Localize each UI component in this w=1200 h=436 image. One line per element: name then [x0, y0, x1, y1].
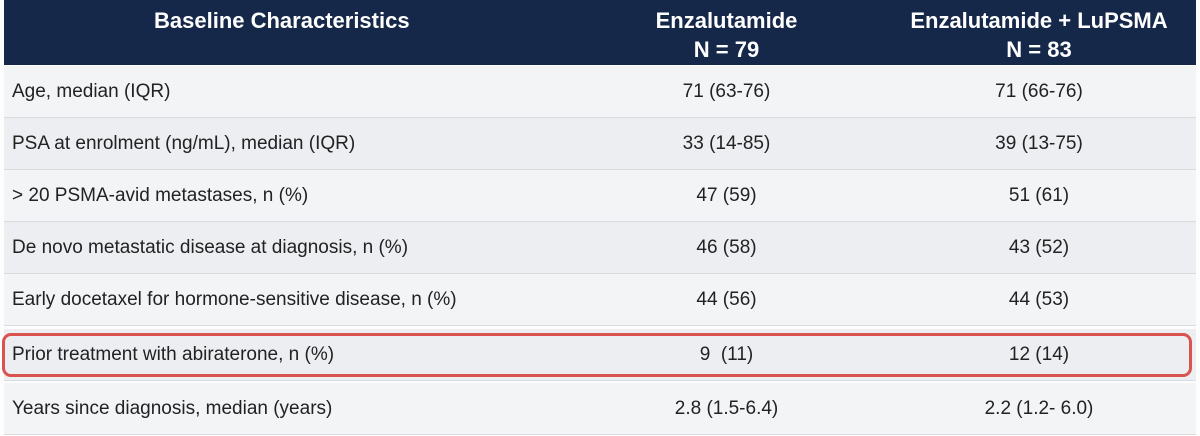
header-enzalutamide-lupsma: Enzalutamide + LuPSMA N = 83 [910, 8, 1168, 62]
table-row: Age, median (IQR) 71 (63-76) 71 (66-76) [4, 66, 1196, 118]
combo-value: 44 (53) [1008, 289, 1070, 310]
combo-value: 71 (66-76) [995, 81, 1083, 102]
row-label: Prior treatment with abiraterone, n (%) [12, 344, 335, 365]
table-row: > 20 PSMA-avid metastases, n (%) 47 (59)… [4, 170, 1196, 222]
row-label: Years since diagnosis, median (years) [12, 398, 333, 419]
enzalutamide-value: 71 (63-76) [682, 81, 771, 102]
combo-value: 43 (52) [1008, 237, 1070, 258]
row-label: > 20 PSMA-avid metastases, n (%) [12, 185, 309, 206]
enzalutamide-value: 47 (59) [696, 185, 757, 206]
combo-value: 2.2 (1.2- 6.0) [984, 398, 1094, 419]
table-row: De novo metastatic disease at diagnosis,… [4, 222, 1196, 274]
enzalutamide-value: 9 (11) [699, 344, 754, 365]
enzalutamide-value: 33 (14-85) [682, 133, 771, 154]
table-row: PSA at enrolment (ng/mL), median (IQR) 3… [4, 118, 1196, 170]
table-row-highlighted: Prior treatment with abiraterone, n (%) … [4, 329, 1196, 381]
row-label: PSA at enrolment (ng/mL), median (IQR) [12, 133, 356, 154]
row-label: Age, median (IQR) [12, 81, 171, 102]
enzalutamide-value: 2.8 (1.5-6.4) [674, 398, 779, 419]
combo-value: 39 (13-75) [995, 133, 1083, 154]
table-header: Baseline Characteristics Enzalutamide N … [4, 0, 1196, 65]
combo-value: 51 (61) [1008, 185, 1070, 206]
header-enzalutamide: Enzalutamide N = 79 [655, 8, 798, 62]
table-row: Early docetaxel for hormone-sensitive di… [4, 274, 1196, 326]
enzalutamide-value: 46 (58) [696, 237, 757, 258]
row-label: Early docetaxel for hormone-sensitive di… [12, 289, 457, 310]
table-row: Years since diagnosis, median (years) 2.… [4, 383, 1196, 435]
enzalutamide-value: 44 (56) [696, 289, 757, 310]
combo-value: 12 (14) [1008, 344, 1070, 365]
header-characteristics: Baseline Characteristics [154, 8, 410, 33]
highlight-box [2, 333, 1192, 377]
row-label: De novo metastatic disease at diagnosis,… [12, 237, 409, 258]
